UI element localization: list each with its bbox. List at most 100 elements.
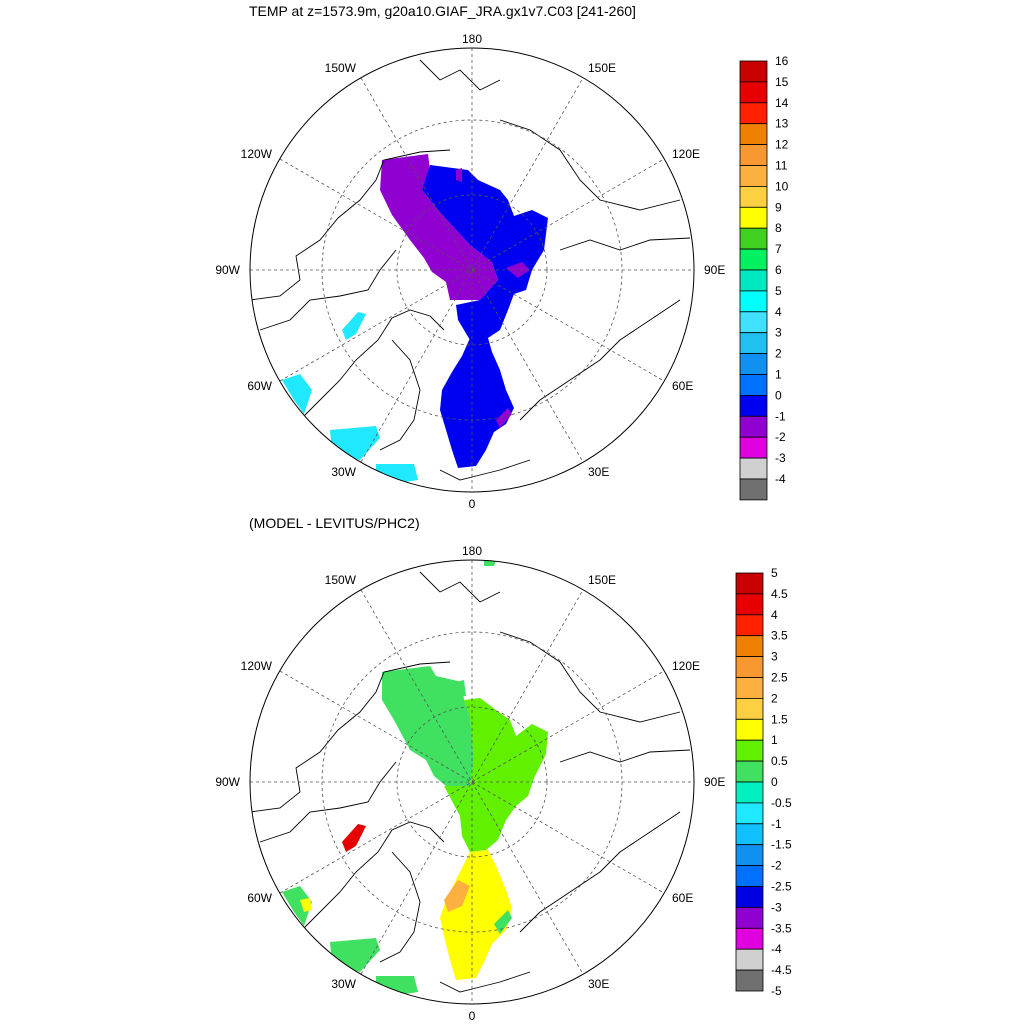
colorbar-swatch bbox=[735, 760, 764, 783]
colorbar-label: -2 bbox=[771, 859, 782, 873]
colorbar-swatch bbox=[739, 478, 768, 501]
colorbar-label: 0.5 bbox=[771, 754, 788, 768]
panel-2-title: (MODEL - LEVITUS/PHC2) bbox=[249, 515, 420, 531]
colorbar-label: -3 bbox=[771, 900, 782, 914]
basin-water-region bbox=[422, 165, 548, 340]
green-labrador-patch bbox=[282, 886, 312, 926]
colorbar-swatch bbox=[735, 593, 764, 616]
panel-1-coastlines bbox=[250, 59, 691, 489]
colorbar-swatch bbox=[735, 718, 764, 741]
colorbar-swatch bbox=[735, 907, 764, 929]
lbl-120e: 120E bbox=[672, 147, 700, 161]
colorbar-label: -3 bbox=[775, 451, 786, 465]
colorbar-label: 1 bbox=[775, 368, 782, 382]
colorbar-label: 2 bbox=[775, 347, 782, 361]
colorbar-label: 15 bbox=[775, 75, 789, 89]
lbl2-90e: 90E bbox=[704, 775, 725, 789]
colorbar-label: 1 bbox=[771, 733, 778, 747]
lbl-60e: 60E bbox=[672, 379, 693, 393]
lbl-90w: 90W bbox=[215, 263, 240, 277]
lbl2-150e: 150E bbox=[588, 573, 616, 587]
colorbar-label: 6 bbox=[775, 263, 782, 277]
colorbar-swatch bbox=[735, 781, 764, 804]
cold-water-region bbox=[380, 154, 498, 300]
small-purple-patch bbox=[506, 262, 530, 278]
panel-2-meridian-labels: 180 0 90W 90E 150W 120W 60W 30W 150E 120… bbox=[215, 544, 725, 1023]
colorbar-label: 10 bbox=[775, 179, 789, 193]
colorbar-label: 0 bbox=[771, 775, 778, 789]
lbl-150e: 150E bbox=[588, 61, 616, 75]
lbl2-30w: 30W bbox=[331, 977, 356, 991]
colorbar-label: 0 bbox=[775, 388, 782, 402]
green-greenland-patch bbox=[330, 938, 380, 972]
colorbar-swatch bbox=[735, 698, 764, 720]
fram-strait-region bbox=[440, 338, 514, 468]
colorbar-label: 12 bbox=[775, 138, 789, 152]
colorbar-label: -0.5 bbox=[771, 796, 792, 810]
colorbar-label: 8 bbox=[775, 221, 782, 235]
small-purple-top bbox=[456, 168, 462, 182]
colorbar-label: 9 bbox=[775, 200, 782, 214]
panel-1-map-border bbox=[249, 47, 695, 493]
colorbar-swatch bbox=[735, 969, 764, 992]
lbl2-90w: 90W bbox=[215, 775, 240, 789]
lbl-30w: 30W bbox=[331, 465, 356, 479]
colorbar-swatch bbox=[735, 677, 764, 699]
colorbar-label: -1.5 bbox=[771, 838, 792, 852]
panel-2-colorbar: 5 4.5 4 3.5 3 2.5 2 1.5 1 0.5 0 -0.5 -1 -1.5 -2 -2.5 -3 -… bbox=[735, 566, 792, 998]
panel-1-title: TEMP at z=1573.9m, g20a10.GIAF_JRA.gx1v7… bbox=[249, 3, 636, 19]
lbl-180: 180 bbox=[462, 32, 482, 46]
lbl-0: 0 bbox=[469, 497, 476, 511]
lbl-60w: 60W bbox=[247, 379, 272, 393]
colorbar-label: -4 bbox=[775, 472, 786, 486]
colorbar-label: 11 bbox=[775, 159, 788, 173]
yellow-region bbox=[440, 850, 512, 980]
lbl2-60w: 60W bbox=[247, 891, 272, 905]
colorbar-swatch bbox=[735, 635, 764, 658]
colorbar-label: 5 bbox=[771, 566, 778, 580]
colorbar-label: 2.5 bbox=[771, 671, 788, 685]
panel-2-coastlines bbox=[250, 571, 691, 993]
lbl2-180: 180 bbox=[462, 544, 482, 558]
labrador-patch bbox=[282, 374, 312, 414]
colorbar-label: 14 bbox=[775, 96, 789, 110]
lbl-150w: 150W bbox=[325, 61, 357, 75]
colorbar-label: 7 bbox=[775, 242, 782, 256]
colorbar-label: 13 bbox=[775, 117, 789, 131]
colorbar-label: -5 bbox=[771, 984, 782, 998]
panel-1-graticule bbox=[250, 48, 694, 492]
colorbar-label: -2.5 bbox=[771, 880, 792, 894]
colorbar-label: 3 bbox=[771, 650, 778, 664]
lbl2-30e: 30E bbox=[588, 977, 609, 991]
green-basin-region bbox=[382, 666, 474, 786]
colorbar-label: -4.5 bbox=[771, 963, 792, 977]
colorbar-label: -3.5 bbox=[771, 921, 792, 935]
red-baffin-patch bbox=[342, 824, 366, 852]
colorbar-swatch bbox=[735, 865, 764, 887]
colorbar-label: 1.5 bbox=[771, 712, 788, 726]
green-pacific-patch bbox=[484, 560, 496, 566]
colorbar-swatch bbox=[735, 656, 764, 678]
colorbar-label: 2 bbox=[771, 691, 778, 705]
orange-patch bbox=[444, 880, 470, 912]
panel-2-map-border bbox=[249, 559, 695, 1005]
lbl-120w: 120W bbox=[241, 147, 273, 161]
colorbar-swatch bbox=[735, 886, 764, 908]
colorbar-swatch bbox=[735, 614, 764, 637]
colorbar-swatch bbox=[735, 927, 764, 950]
colorbar-label: 4 bbox=[771, 608, 778, 622]
colorbar-label: 5 bbox=[775, 284, 782, 298]
lbl2-0: 0 bbox=[469, 1009, 476, 1023]
panel-2-graticule bbox=[250, 560, 694, 1004]
colorbar-swatch bbox=[735, 739, 764, 762]
yellow-labrador-patch bbox=[300, 898, 312, 912]
colorbar-label: 16 bbox=[775, 54, 789, 68]
lbl2-150w: 150W bbox=[325, 573, 357, 587]
colorbar-label: -4 bbox=[771, 942, 782, 956]
purple-sliver bbox=[496, 408, 512, 428]
colorbar-label: -2 bbox=[775, 430, 786, 444]
lbl2-60e: 60E bbox=[672, 891, 693, 905]
green-sliver bbox=[494, 910, 512, 934]
